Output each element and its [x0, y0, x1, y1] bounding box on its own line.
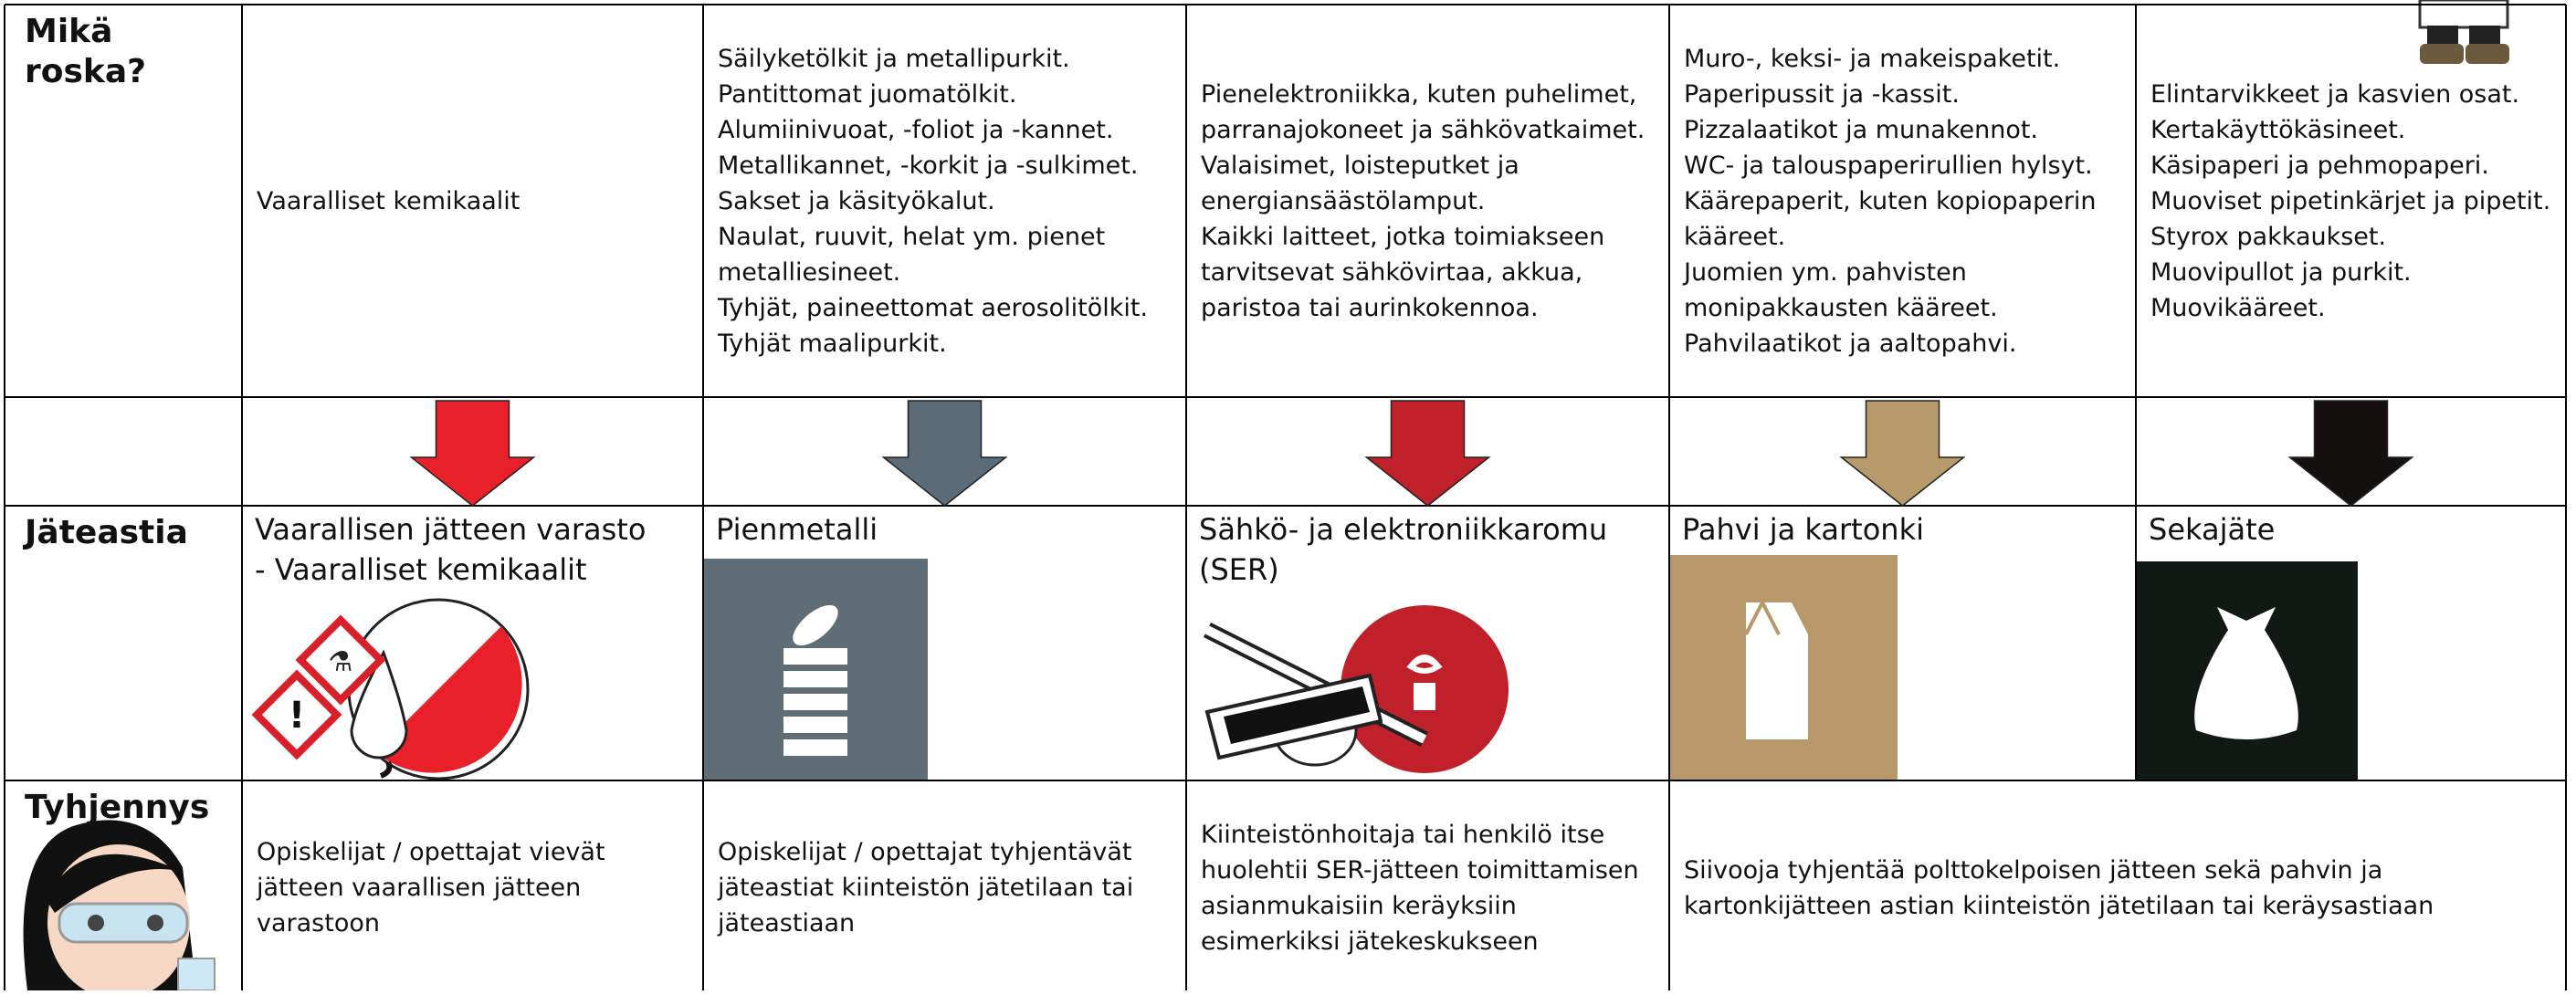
row-label: Tyhjennys	[5, 780, 242, 995]
bin-name-line: - Vaaralliset kemikaalit	[255, 552, 587, 587]
bin-name-line: Sähkö- ja elektroniikkaromu (SER)	[1199, 512, 1608, 587]
emptying-text: Opiskelijat / opettajat tyhjentävät jäte…	[718, 838, 1134, 937]
waste-item: Metallikannet, -korkit ja -sulkimet.	[718, 151, 1139, 180]
down-arrow	[881, 400, 1008, 507]
waste-item: Alumiinivuoat, -foliot ja -kannet.	[718, 115, 1114, 144]
waste-item: Käärepaperit, kuten kopiopaperin kääreet…	[1684, 186, 2097, 251]
waste-item: Naulat, ruuvit, helat ym. pienet metalli…	[718, 222, 1106, 287]
waste-item: Muovipullot ja purkit.	[2150, 257, 2412, 287]
bin-name: Sähkö- ja elektroniikkaromu (SER)	[1186, 506, 1669, 606]
row-label-text: Tyhjennys	[25, 789, 210, 826]
waste-item: WC- ja talouspaperirullien hylsyt.	[1684, 151, 2093, 180]
bin-name-line: Sekajäte	[2149, 512, 2276, 547]
bin-name: Vaarallisen jätteen varasto - Vaaralliset…	[242, 506, 703, 606]
hazard-icon: ⚗ !	[251, 598, 530, 780]
emptying-text: Opiskelijat / opettajat vievät jätteen v…	[257, 838, 605, 937]
down-arrow	[409, 400, 536, 507]
waste-item: Pizzalaatikot ja munakennot.	[1684, 115, 2039, 144]
cardboard-icon	[1669, 555, 1898, 780]
svg-text:!: !	[289, 695, 305, 737]
waste-item: Kertakäyttökäsineet.	[2150, 115, 2406, 144]
emptying: Opiskelijat / opettajat vievät jätteen v…	[242, 780, 703, 995]
waste-item: Käsipaperi ja pehmopaperi.	[2150, 151, 2489, 180]
bin-name-line: Pahvi ja kartonki	[1682, 512, 1924, 547]
waste-item: Vaaralliset kemikaalit	[257, 186, 520, 215]
waste-item: Pantittomat juomatölkit.	[718, 79, 1017, 109]
waste-items: Elintarvikkeet ja kasvien osat. Kertakäyt…	[2136, 5, 2566, 397]
bin-name-line: Pienmetalli	[716, 512, 878, 547]
electronics-icon	[1203, 605, 1509, 773]
emptying-text: Siivooja tyhjentää polttokelpoisen jätte…	[1684, 855, 2434, 920]
row-label: Jäteastia	[5, 506, 242, 780]
waste-item: Muoviset pipetinkärjet ja pipetit.	[2150, 186, 2551, 215]
waste-item: Muro-, keksi- ja makeispaketit.	[1684, 44, 2061, 73]
waste-items: Säilyketölkit ja metallipurkit. Pantittom…	[703, 5, 1186, 397]
bin-name: Pahvi ja kartonki	[1669, 506, 2136, 606]
row-label-text: Mikä roska?	[25, 13, 147, 90]
waste-item: Juomien ym. pahvisten monipakkausten kää…	[1684, 257, 1998, 322]
waste-item: Paperipussit ja -kassit.	[1684, 79, 1960, 109]
waste-item: Muovikääreet.	[2150, 293, 2326, 322]
waste-items: Pienelektroniikka, kuten puhelimet, parr…	[1186, 5, 1669, 397]
emptying: Kiinteistönhoitaja tai henkilö itse huol…	[1186, 780, 1669, 995]
waste-item: Kaikki laitteet, jotka toimiakseen tarvi…	[1201, 222, 1605, 322]
emptying: Opiskelijat / opettajat tyhjentävät jäte…	[703, 780, 1186, 995]
waste-item: Elintarvikkeet ja kasvien osat.	[2150, 79, 2520, 109]
waste-item: Säilyketölkit ja metallipurkit.	[718, 44, 1070, 73]
bin-name: Pienmetalli	[703, 506, 1186, 606]
waste-item: Tyhjät, paineettomat aerosolitölkit.	[718, 293, 1149, 322]
student-illustration	[23, 820, 216, 990]
emptying: Siivooja tyhjentää polttokelpoisen jätte…	[1669, 780, 2566, 995]
mixed-waste-icon	[2136, 561, 2358, 780]
down-arrow	[1364, 400, 1491, 507]
emptying-text: Kiinteistönhoitaja tai henkilö itse huol…	[1201, 820, 1639, 956]
waste-item: Tyhjät maalipurkit.	[718, 329, 947, 358]
waste-item: Sakset ja käsityökalut.	[718, 186, 995, 215]
down-arrow	[2287, 400, 2414, 507]
row-label-text: Jäteastia	[25, 514, 188, 551]
waste-item: Pienelektroniikka, kuten puhelimet, parr…	[1201, 79, 1645, 144]
bin-name-line: Vaarallisen jätteen varasto	[255, 512, 647, 547]
waste-item: Pahvilaatikot ja aaltopahvi.	[1684, 329, 2017, 358]
metal-icon	[703, 559, 928, 780]
waste-item: Valaisimet, loisteputket ja energiansääs…	[1201, 151, 1519, 215]
waste-item: Styrox pakkaukset.	[2150, 222, 2387, 251]
waste-items: Muro-, keksi- ja makeispaketit. Paperipus…	[1669, 5, 2136, 397]
down-arrow	[1839, 400, 1966, 507]
waste-items: Vaaralliset kemikaalit	[242, 5, 703, 397]
row-label: Mikä roska?	[5, 5, 242, 397]
bin-name: Sekajäte	[2136, 506, 2566, 606]
svg-text:⚗: ⚗	[329, 646, 353, 678]
